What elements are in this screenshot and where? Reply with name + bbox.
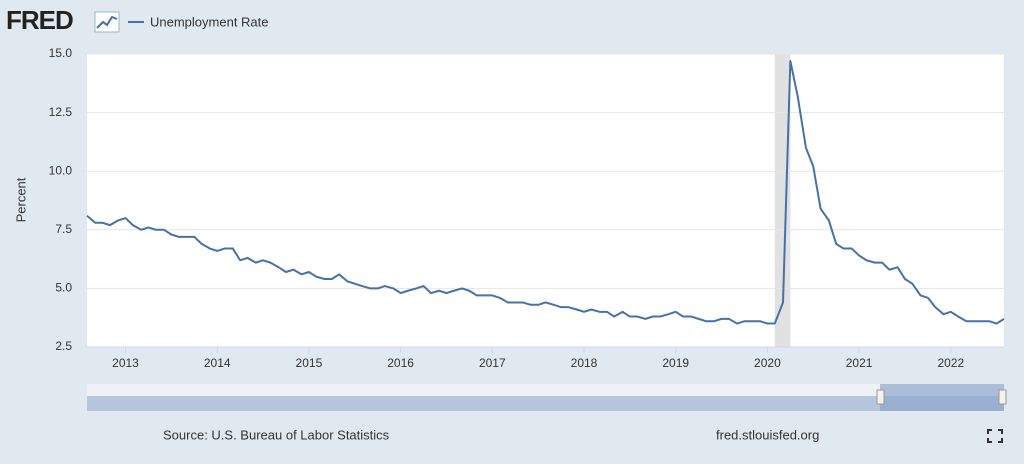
y-tick-label: 7.5 bbox=[55, 222, 72, 236]
plot-area bbox=[87, 54, 1004, 347]
logo-icon bbox=[94, 11, 120, 33]
x-tick-label: 2013 bbox=[112, 356, 139, 370]
y-tick-label: 12.5 bbox=[49, 105, 73, 119]
y-tick-label: 5.0 bbox=[55, 281, 72, 295]
series-line bbox=[86, 60, 1005, 325]
x-tick-label: 2015 bbox=[296, 356, 323, 370]
x-tick-label: 2021 bbox=[846, 356, 873, 370]
y-tick-label: 15.0 bbox=[49, 46, 73, 60]
y-tick-label: 10.0 bbox=[49, 163, 73, 177]
source: Source: U.S. Bureau of Labor Statistics bbox=[163, 427, 390, 442]
x-tick-label: 2020 bbox=[754, 356, 781, 370]
legend-label: Unemployment Rate bbox=[150, 14, 269, 29]
plot: 2.5 5.0 7.5 10.0 12.5 15.0 2013 2014 2015 2016 201… bbox=[49, 46, 1005, 370]
logo: FRED bbox=[6, 5, 73, 35]
recession-band bbox=[774, 54, 791, 347]
x-tick-label: 2022 bbox=[937, 356, 964, 370]
x-tick-label: 2016 bbox=[387, 356, 414, 370]
navigator-window[interactable] bbox=[880, 384, 1004, 411]
x-tick-label: 2019 bbox=[662, 356, 689, 370]
y-axis-label: Percent bbox=[13, 177, 28, 222]
navigator-handle[interactable] bbox=[998, 389, 1007, 405]
x-tick-label: 2014 bbox=[204, 356, 231, 370]
y-tick-label: 2.5 bbox=[55, 339, 72, 353]
x-tick-label: 2017 bbox=[479, 356, 506, 370]
navigator-handle[interactable] bbox=[876, 389, 885, 405]
navigator-series bbox=[87, 396, 1004, 411]
fullscreen-button[interactable] bbox=[987, 429, 1003, 443]
url: fred.stlouisfed.org bbox=[716, 427, 819, 442]
x-tick-label: 2018 bbox=[571, 356, 598, 370]
